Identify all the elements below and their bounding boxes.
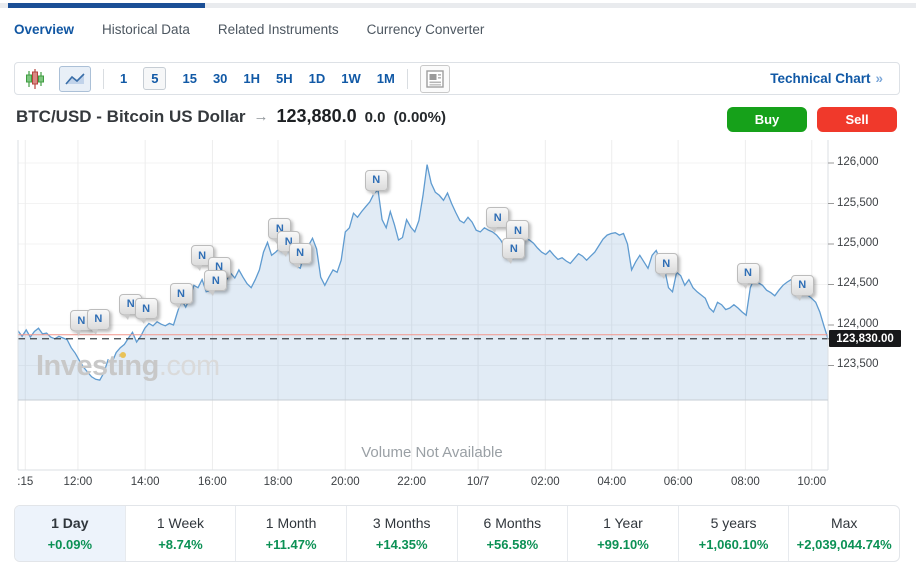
- watermark-brand: Investing: [36, 350, 159, 382]
- volume-note: Volume Not Available: [361, 444, 503, 461]
- performance-period-value: +56.58%: [486, 537, 539, 552]
- watermark-suffix: .com: [158, 350, 220, 382]
- interval-button-15[interactable]: 15: [182, 71, 197, 86]
- performance-period-label: 1 Week: [156, 515, 205, 531]
- performance-cell-1-year[interactable]: 1 Year +99.10%: [568, 506, 679, 561]
- x-axis-label: 16:00: [198, 476, 227, 488]
- x-axis-label: 04:00: [597, 476, 627, 488]
- x-axis-label: 12:00: [63, 476, 93, 488]
- interval-button-5[interactable]: 5: [143, 67, 167, 90]
- chart-news-icon[interactable]: [419, 64, 450, 93]
- performance-period-label: 5 years: [710, 515, 757, 531]
- news-marker[interactable]: N: [204, 270, 228, 297]
- interval-button-1H[interactable]: 1H: [243, 71, 261, 86]
- news-marker[interactable]: N: [134, 298, 158, 325]
- interval-button-1[interactable]: 1: [120, 71, 128, 86]
- performance-strip: 1 Day +0.09% 1 Week +8.74% 1 Month +11.47% 3 M…: [14, 505, 900, 562]
- performance-cell-max[interactable]: Max +2,039,044.74%: [789, 506, 899, 561]
- y-axis-label: 125,000: [837, 237, 879, 249]
- interval-button-1D[interactable]: 1D: [308, 71, 326, 86]
- interval-button-30[interactable]: 30: [212, 71, 228, 86]
- toolbar-divider: [103, 68, 104, 89]
- interval-button-1W[interactable]: 1W: [341, 71, 361, 86]
- performance-period-label: 1 Year: [603, 515, 643, 531]
- news-marker[interactable]: N: [364, 169, 388, 196]
- y-axis-label: 125,500: [837, 196, 879, 209]
- y-axis-label: 126,000: [837, 156, 879, 168]
- x-axis-label: 06:00: [663, 476, 693, 488]
- tab-indicator-active: [8, 3, 205, 8]
- interval-button-1M[interactable]: 1M: [376, 71, 395, 86]
- tab-related-instruments[interactable]: Related Instruments: [217, 22, 339, 37]
- x-axis-label: 22:00: [397, 476, 427, 488]
- x-axis-label: 10:00: [797, 476, 827, 488]
- news-marker[interactable]: N: [736, 262, 760, 289]
- tab-currency-converter[interactable]: Currency Converter: [366, 22, 485, 37]
- instrument-change-percent: (0.00%): [393, 109, 446, 126]
- performance-period-label: 1 Month: [265, 515, 317, 531]
- performance-cell-5-years[interactable]: 5 years +1,060.10%: [679, 506, 790, 561]
- news-marker[interactable]: N: [502, 238, 526, 265]
- section-tabs: Overview Historical Data Related Instrum…: [14, 22, 484, 37]
- x-axis-label: 08:00: [730, 476, 760, 488]
- arrow-right-icon: →: [253, 108, 269, 125]
- performance-period-value: +0.09%: [47, 537, 93, 552]
- chevron-right-icon: »: [875, 71, 883, 86]
- performance-cell-3-months[interactable]: 3 Months +14.35%: [347, 506, 458, 561]
- performance-cell-1-day[interactable]: 1 Day +0.09%: [15, 506, 126, 561]
- performance-period-value: +8.74%: [158, 537, 203, 552]
- line-chart-icon[interactable]: [59, 65, 91, 92]
- performance-period-label: Max: [830, 515, 858, 531]
- x-axis-label: 20:00: [330, 476, 360, 488]
- news-marker[interactable]: N: [654, 253, 678, 280]
- performance-period-value: +99.10%: [597, 537, 649, 552]
- technical-chart-link[interactable]: Technical Chart »: [770, 71, 889, 86]
- instrument-header: BTC/USD - Bitcoin US Dollar → 123,880.0 …: [16, 106, 446, 127]
- interval-selector: 1 5 15 30 1H 5H 1D 1W 1M: [120, 67, 395, 90]
- y-axis-label: 123,500: [837, 358, 879, 371]
- x-axis-label: 02:00: [530, 476, 560, 488]
- buy-button[interactable]: Buy: [727, 107, 807, 132]
- news-marker[interactable]: N: [288, 242, 312, 269]
- tab-historical-data[interactable]: Historical Data: [102, 22, 190, 37]
- performance-cell-6-months[interactable]: 6 Months +56.58%: [458, 506, 569, 561]
- news-marker[interactable]: N: [486, 207, 510, 234]
- performance-period-value: +2,039,044.74%: [796, 537, 892, 552]
- tab-indicator-track: [0, 3, 916, 8]
- performance-period-value: +11.47%: [265, 537, 317, 552]
- chart-toolbar: 1 5 15 30 1H 5H 1D 1W 1M Technical Chart »: [14, 62, 900, 95]
- news-marker[interactable]: N: [86, 308, 110, 335]
- interval-button-5H[interactable]: 5H: [276, 71, 293, 86]
- news-marker[interactable]: N: [790, 274, 814, 301]
- sell-button[interactable]: Sell: [817, 107, 897, 132]
- performance-period-label: 6 Months: [483, 515, 542, 531]
- watermark-dot-icon: [120, 352, 126, 358]
- investing-watermark: Investing.com: [36, 350, 220, 383]
- performance-period-label: 1 Day: [51, 515, 89, 531]
- x-axis-label: 14:00: [130, 476, 160, 488]
- performance-period-value: +14.35%: [375, 537, 428, 552]
- instrument-name: BTC/USD - Bitcoin US Dollar: [16, 107, 246, 126]
- instrument-change: 0.0: [364, 109, 386, 126]
- tab-overview[interactable]: Overview: [14, 22, 75, 37]
- candlestick-chart-icon[interactable]: [25, 68, 45, 90]
- performance-cell-1-month[interactable]: 1 Month +11.47%: [236, 506, 347, 561]
- x-axis-label: :15: [17, 476, 34, 488]
- toolbar-divider: [406, 68, 408, 89]
- x-axis-label: 10/7: [466, 476, 490, 488]
- x-axis-label: 18:00: [263, 476, 293, 488]
- y-axis-label: 124,000: [837, 317, 879, 330]
- news-marker[interactable]: N: [169, 283, 193, 310]
- instrument-price: 123,880.0: [276, 106, 357, 126]
- performance-period-label: 3 Months: [372, 515, 431, 531]
- technical-chart-label: Technical Chart: [770, 71, 871, 86]
- performance-cell-1-week[interactable]: 1 Week +8.74%: [126, 506, 237, 561]
- last-price-tag: 123,830.00: [829, 330, 901, 348]
- y-axis-label: 124,500: [837, 277, 879, 290]
- performance-period-value: +1,060.10%: [698, 537, 769, 552]
